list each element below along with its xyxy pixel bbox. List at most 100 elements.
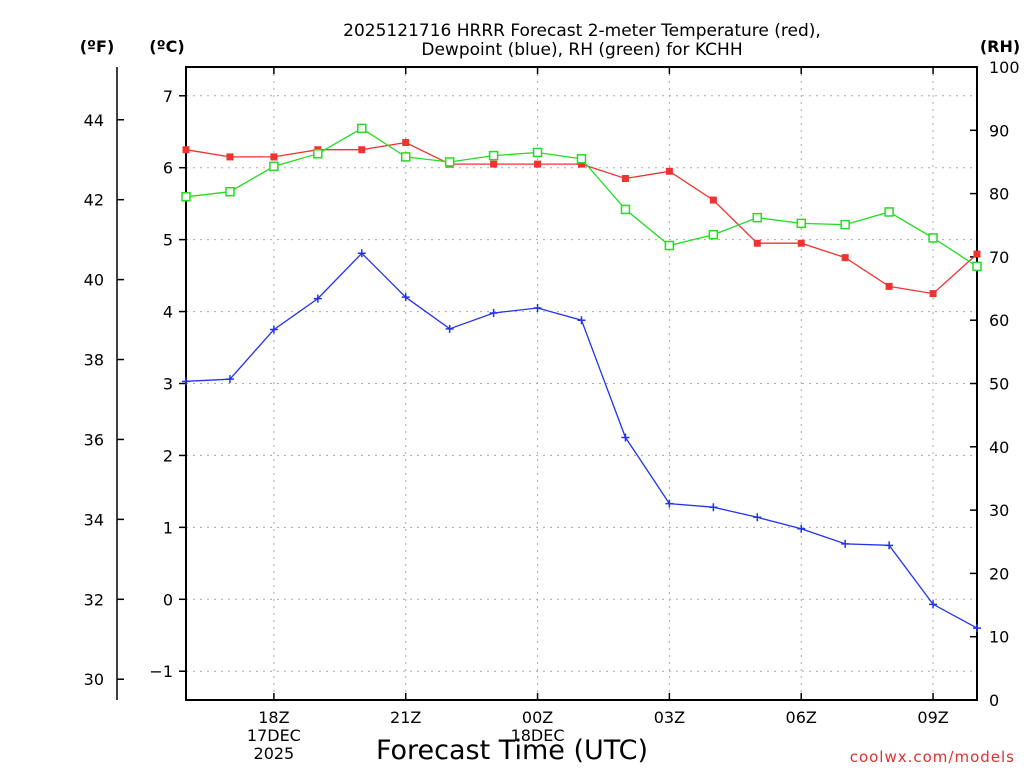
- dewpoint-point: [929, 600, 938, 609]
- 2-meter-temperature-point: [973, 250, 981, 258]
- rh-point: [576, 154, 587, 164]
- dewpoint-point: [797, 524, 806, 533]
- 2-meter-temperature-point: [226, 153, 234, 161]
- dewpoint-point: [357, 249, 366, 258]
- rh-point: [357, 123, 367, 134]
- rh-point: [796, 218, 806, 229]
- rh-point: [269, 161, 279, 172]
- rh-point: [972, 261, 982, 272]
- credit-text: coolwx.com/models: [850, 748, 1015, 766]
- rh-tick-label: 80: [989, 185, 1009, 204]
- celsius-tick-label: 0: [163, 590, 173, 609]
- fahrenheit-tick-label: 40: [84, 271, 104, 290]
- dewpoint-point: [489, 309, 498, 318]
- rh-tick-label: 60: [989, 311, 1009, 330]
- celsius-axis: −1 0 1 2 3 4 5 6 7: [149, 87, 186, 681]
- fahrenheit-tick-label: 34: [84, 510, 104, 529]
- 2-meter-temperature-point: [490, 160, 498, 168]
- 2-meter-temperature-point: [841, 254, 849, 262]
- 2-meter-temperature-point: [402, 139, 410, 147]
- fahrenheit-axis: 30 32 34 36 38 40 42 44: [84, 111, 124, 689]
- fahrenheit-tick-label: 32: [84, 590, 104, 609]
- 2-meter-temperature-point: [665, 167, 673, 175]
- celsius-tick-label: 1: [163, 518, 173, 537]
- time-tick-label: 06Z: [786, 708, 817, 727]
- celsius-tick-label: 3: [163, 375, 173, 394]
- time-tick-label: 09Z: [917, 708, 948, 727]
- dewpoint-point: [269, 325, 278, 334]
- dewpoint-point: [577, 316, 586, 325]
- rh-point: [444, 157, 455, 167]
- fahrenheit-tick-label: 38: [84, 351, 104, 370]
- 2-meter-temperature-point: [270, 153, 278, 161]
- fahrenheit-tick-label: 36: [84, 430, 104, 449]
- dewpoint-point: [225, 375, 234, 384]
- rh-point: [840, 219, 850, 230]
- time-tick-label: 21Z: [390, 708, 421, 727]
- dewpoint-line: [185, 252, 978, 629]
- time-tick-label: 2025: [254, 744, 295, 763]
- time-tick-label: 18Z: [258, 708, 289, 727]
- celsius-tick-label: 2: [163, 446, 173, 465]
- rh-axis: 0 10 20 30 40 50 60 70 80 90 100: [970, 58, 1020, 710]
- rh-tick-label: 50: [989, 375, 1009, 394]
- dewpoint-point: [665, 499, 674, 508]
- fahrenheit-tick-label: 30: [84, 670, 104, 689]
- rh-tick-label: 10: [989, 628, 1009, 647]
- 2-meter-temperature-point: [534, 160, 542, 168]
- 2-meter-temperature-point: [621, 174, 629, 182]
- dewpoint-point: [313, 294, 322, 303]
- 2-meter-temperature-point: [797, 239, 805, 247]
- dewpoint-point: [401, 293, 410, 302]
- rh-tick-label: 100: [989, 58, 1020, 77]
- dewpoint-point: [621, 433, 630, 442]
- dewpoint-point: [753, 513, 762, 522]
- celsius-tick-label: 6: [163, 159, 173, 178]
- dewpoint-point: [709, 503, 718, 512]
- celsius-unit-label: (ºC): [149, 37, 184, 56]
- celsius-tick-label: 7: [163, 87, 173, 106]
- fahrenheit-unit-label: (ºF): [80, 37, 115, 56]
- 2-meter-temperature-point: [885, 282, 893, 290]
- dewpoint-point: [841, 539, 850, 548]
- series-layer: [181, 123, 982, 633]
- rh-line: [185, 127, 978, 267]
- dewpoint-point: [445, 324, 454, 333]
- celsius-tick-label: 4: [163, 303, 173, 322]
- 2-meter-temperature-point: [358, 146, 366, 154]
- 2-meter-temperature-point: [709, 196, 717, 204]
- dewpoint-point: [973, 624, 981, 633]
- fahrenheit-tick-label: 42: [84, 191, 104, 210]
- rh-tick-label: 90: [989, 121, 1009, 140]
- rh-tick-label: 0: [989, 691, 999, 710]
- rh-unit-label: (RH): [980, 37, 1020, 56]
- rh-point: [664, 240, 675, 251]
- dewpoint-point: [182, 377, 190, 386]
- time-tick-label: 18DEC: [511, 726, 565, 745]
- time-tick-label: 17DEC: [247, 726, 301, 745]
- rh-point: [752, 212, 763, 223]
- rh-point: [181, 192, 191, 202]
- rh-point: [620, 204, 631, 215]
- dewpoint-point: [533, 303, 542, 312]
- 2-meter-temperature-point: [753, 239, 761, 247]
- rh-point: [313, 148, 323, 159]
- x-axis-label: Forecast Time (UTC): [376, 735, 648, 766]
- time-tick-label: 03Z: [654, 708, 685, 727]
- 2-meter-temperature-point: [578, 160, 585, 168]
- 2-meter-temperature-point: [182, 146, 190, 154]
- celsius-tick-label: −1: [149, 662, 173, 681]
- rh-tick-label: 70: [989, 248, 1009, 267]
- rh-point: [708, 229, 719, 240]
- celsius-tick-label: 5: [163, 231, 173, 250]
- fahrenheit-tick-label: 44: [84, 111, 104, 130]
- time-tick-label: 00Z: [522, 708, 553, 727]
- chart-title-line2: Dewpoint (blue), RH (green) for KCHH: [421, 40, 742, 60]
- rh-point: [225, 186, 235, 197]
- rh-tick-label: 40: [989, 438, 1009, 457]
- rh-point: [532, 147, 543, 158]
- rh-tick-label: 20: [989, 564, 1009, 583]
- rh-point: [884, 207, 894, 217]
